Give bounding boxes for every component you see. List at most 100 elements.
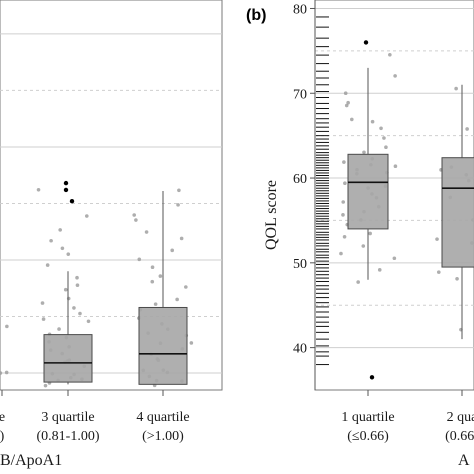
panel-a-outlier — [69, 199, 75, 204]
panel-a-category-sublabel: ) — [0, 429, 5, 444]
panel-b-jitter-point — [370, 119, 375, 124]
panel-a-jitter-point — [41, 317, 46, 321]
panel-b-jitter-point — [341, 200, 346, 204]
panel-b-jitter-point — [388, 52, 392, 57]
panel-b-jitter-point — [377, 268, 382, 272]
panel-a-jitter-point — [184, 285, 188, 289]
panel-a-jitter-point — [177, 188, 181, 193]
panel-a-outlier — [63, 187, 69, 193]
panel-b-y-tick-label: 80 — [293, 2, 307, 17]
panel-a-category-label: 4 quartile — [136, 410, 189, 425]
panel-a-jitter-point — [58, 228, 62, 232]
panel-a-x-axis-title: B/ApoA1 — [0, 452, 62, 469]
panel-a-jitter-point — [63, 287, 68, 292]
panel-b-outlier — [363, 40, 369, 45]
panel-b-gridlines — [314, 0, 474, 390]
panel-a-category-labels: e) 3 quartile (0.81-1.00) 4 quartile (>1.00) — [0, 390, 190, 444]
panel-a-jitter-point — [150, 279, 155, 284]
panel-a-jitter-point — [189, 341, 194, 345]
panel-b-jitter-point — [368, 231, 372, 236]
panel-a-outlier — [63, 180, 69, 186]
panel-a-frame — [0, 0, 223, 391]
panel-a-box — [138, 306, 188, 385]
panel-b-jitter-point — [346, 100, 350, 105]
panel-a-jitter-point — [170, 248, 175, 253]
panel-b-category-label: 1 quartile — [341, 410, 394, 425]
panel-b-jitter-point — [393, 74, 397, 78]
panel-b-y-axis-title: QOL score — [263, 180, 280, 250]
panel-a-jitter-point — [66, 296, 71, 301]
panel-b-category-sublabel: (≤0.66) — [347, 429, 389, 444]
panel-a-jitter-point — [150, 265, 155, 270]
panel-b-jitter-point — [342, 160, 346, 164]
panel-b: (b) 40 50 60 70 80 1 quartile (≤0.66) 2 qua (0.… — [246, 0, 474, 469]
panel-a-category-label: 3 quartile — [41, 410, 94, 425]
panel-b-category-labels: 1 quartile (≤0.66) 2 qua (0.66- — [341, 390, 474, 444]
panel-b-jitter-point — [343, 91, 348, 96]
panel-b-y-tick-label: 50 — [293, 257, 307, 272]
panel-a-jitter-point — [78, 311, 82, 316]
panel-b-jitter-point — [344, 103, 349, 108]
panel-a-jitter-point — [66, 252, 71, 256]
panel-a-jitter-point — [0, 371, 3, 375]
panel-b-jitter-point — [343, 181, 347, 186]
panel-b-jitter-point — [455, 276, 459, 281]
panel-a-category-sublabel: (>1.00) — [142, 429, 184, 444]
panel-b-jitter-point — [339, 251, 343, 256]
panel-a-jitter-point — [45, 263, 50, 267]
panel-a-jitter-point — [72, 306, 76, 310]
panel-b-jitter-point — [382, 136, 386, 140]
panel-b-y-tick-label: 60 — [293, 172, 307, 187]
panel-b-jitter-point — [435, 237, 439, 241]
panel-a-jitter-point — [137, 257, 142, 262]
panel-b-jitter-point — [362, 150, 366, 155]
panel-a-jitter-point — [4, 370, 9, 375]
panel-b-category-label: 2 qua — [447, 410, 474, 425]
panel-a-jitter-point — [5, 324, 9, 329]
panel-a-category-sublabel: (0.81-1.00) — [37, 429, 100, 444]
panel-a-boxes — [43, 180, 188, 385]
panel-a-jitter-point — [175, 297, 179, 302]
panel-b-tag: (b) — [246, 7, 266, 24]
panel-a-jitter-point — [144, 230, 149, 234]
panel-a-jitter-point — [179, 236, 184, 241]
panel-b-jitter-point — [361, 244, 366, 248]
panel-b-outlier — [369, 375, 375, 380]
panel-b-jitter-point — [341, 213, 345, 217]
panel-a-jitter-point — [75, 275, 79, 280]
panel-b-x-axis-title: A — [458, 452, 470, 469]
panel-a-jitter-point — [132, 213, 137, 217]
panel-b-jitter-point — [392, 256, 397, 261]
panel-b-category-sublabel: (0.66- — [445, 429, 474, 444]
panel-b-jitter-point — [342, 234, 347, 239]
panel-b-jitter-point — [379, 126, 383, 131]
panel-a: e) 3 quartile (0.81-1.00) 4 quartile (>1.00)… — [0, 0, 223, 469]
panel-a-jitter-point — [60, 246, 65, 251]
panel-b-rug — [316, 16, 329, 366]
panel-b-y-tick-label: 40 — [293, 342, 307, 357]
panel-b-jitter-point — [356, 280, 360, 284]
panel-b-jitter-point — [436, 270, 441, 274]
panel-b-jitter-point — [350, 117, 354, 122]
panel-b-boxes — [347, 40, 474, 380]
panel-a-jitter-point — [176, 203, 180, 207]
panel-a-jitter-point — [86, 319, 91, 324]
panel-a-jitter-point — [49, 238, 53, 243]
panel-b-jitter-point — [393, 164, 398, 169]
panel-a-category-label: e — [0, 410, 5, 425]
panel-a-jitter-point — [84, 214, 89, 218]
panel-a-jitter-point — [43, 383, 48, 388]
panel-b-y-tick-label: 70 — [293, 87, 307, 102]
panel-a-jitter-point — [153, 302, 158, 306]
panel-b-jitter-point — [454, 86, 458, 91]
panel-a-jitter-point — [134, 218, 138, 222]
panel-b-jitter-point — [465, 127, 469, 131]
panel-b-box — [347, 153, 389, 230]
panel-b-jitter-point — [384, 145, 388, 150]
panel-a-jitter-point — [40, 301, 45, 305]
panel-a-box — [43, 334, 93, 383]
panel-a-jitter-point — [75, 283, 80, 288]
panel-a-jitter-point — [57, 327, 61, 331]
panel-a-jitter-point — [158, 274, 163, 278]
